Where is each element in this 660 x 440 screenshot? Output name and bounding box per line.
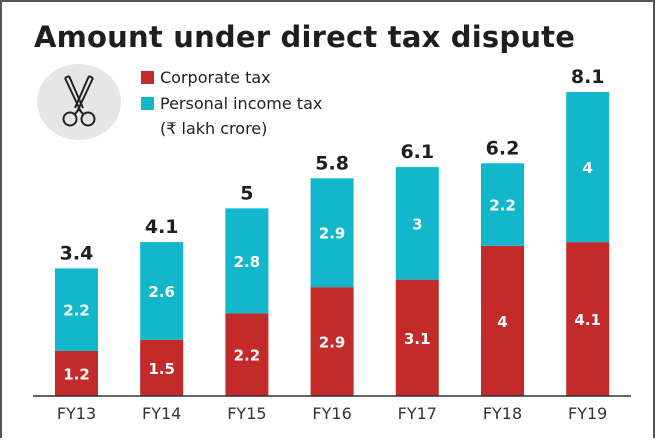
data-label-personal: 3: [412, 215, 422, 233]
total-label: 8.1: [571, 66, 605, 88]
bar-corporate-FY13: [55, 350, 98, 396]
legend-swatch-corporate: [141, 70, 154, 84]
total-label: 5.8: [315, 152, 349, 174]
bar-personal-FY14: [140, 242, 184, 340]
x-tick-label: FY15: [227, 404, 266, 423]
total-label: 4.1: [145, 216, 179, 238]
bar-personal-FY15: [225, 208, 269, 314]
data-label-personal: 2.2: [63, 302, 90, 320]
bar-corporate-FY19: [566, 242, 610, 396]
total-label: 6.1: [400, 141, 434, 163]
data-label-personal: 4: [582, 159, 592, 177]
legend-item-personal: Personal income tax: [141, 90, 322, 116]
bar-corporate-FY17: [395, 279, 439, 396]
bar-personal-FY13: [55, 268, 98, 351]
chart-title: Amount under direct tax dispute: [34, 20, 576, 54]
bar-personal-FY18: [481, 163, 524, 246]
data-label-corporate: 4.1: [574, 311, 601, 329]
legend: Corporate tax Personal income tax (₹ lak…: [141, 64, 322, 142]
total-label: 5: [240, 182, 253, 204]
x-tick-label: FY16: [312, 404, 351, 423]
legend-label-corporate: Corporate tax: [160, 67, 271, 87]
data-label-corporate: 1.2: [63, 365, 90, 383]
bar-corporate-FY18: [481, 245, 524, 396]
data-label-personal: 2.9: [319, 225, 346, 243]
x-tick-label: FY18: [483, 404, 522, 423]
data-label-corporate: 2.9: [319, 334, 346, 352]
total-label: 6.2: [486, 137, 520, 159]
data-label-corporate: 4: [497, 313, 507, 331]
total-label: 3.4: [60, 242, 94, 264]
x-tick-label: FY13: [57, 404, 96, 423]
bar-personal-FY16: [310, 178, 354, 288]
data-label-personal: 2.2: [489, 197, 516, 215]
data-label-corporate: 1.5: [148, 360, 175, 378]
bar-corporate-FY15: [225, 313, 269, 396]
scissors-icon: [37, 64, 121, 140]
data-label-corporate: 2.2: [234, 347, 261, 365]
bar-personal-FY17: [395, 167, 439, 280]
data-label-personal: 2.6: [148, 283, 175, 301]
bar-corporate-FY14: [140, 339, 184, 396]
legend-swatch-personal: [141, 96, 154, 110]
legend-item-corporate: Corporate tax: [141, 64, 322, 90]
unit-label: (₹ lakh crore): [160, 119, 268, 138]
x-tick-label: FY14: [142, 404, 181, 423]
legend-label-personal: Personal income tax: [160, 93, 323, 113]
x-tick-label: FY19: [568, 404, 607, 423]
x-tick-label: FY17: [398, 404, 437, 423]
bar-personal-FY19: [566, 92, 610, 243]
data-label-corporate: 3.1: [404, 330, 431, 348]
bar-corporate-FY16: [310, 287, 354, 396]
data-label-personal: 2.8: [234, 253, 261, 271]
